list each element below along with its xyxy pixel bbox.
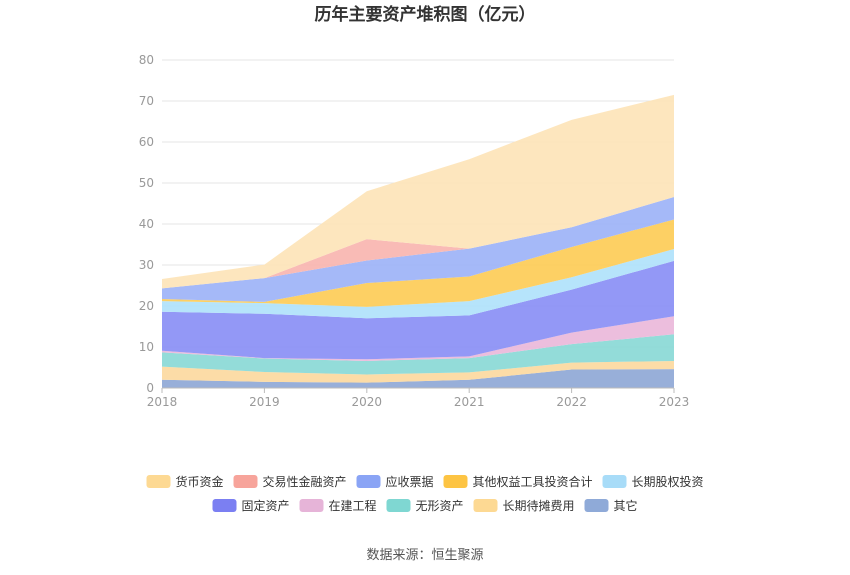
area-其它 bbox=[162, 369, 674, 388]
legend-label[interactable]: 应收票据 bbox=[385, 474, 433, 489]
legend-label[interactable]: 其他权益工具投资合计 bbox=[472, 474, 592, 489]
legend-swatch bbox=[386, 499, 411, 512]
area-固定资产 bbox=[162, 260, 674, 360]
y-tick-label: 20 bbox=[139, 299, 154, 313]
x-tick-label: 2020 bbox=[352, 395, 383, 409]
area-货币资金 bbox=[162, 94, 674, 289]
area-应收票据 bbox=[162, 196, 674, 302]
area-其他权益工具投资合计 bbox=[162, 219, 674, 307]
area-长期股权投资 bbox=[162, 249, 674, 319]
legend-label[interactable]: 交易性金融资产 bbox=[262, 474, 346, 489]
x-tick-label: 2022 bbox=[556, 395, 587, 409]
y-tick-label: 40 bbox=[139, 217, 154, 231]
chart-title: 历年主要资产堆积图（亿元） bbox=[315, 4, 536, 25]
legend-swatch bbox=[299, 499, 324, 512]
legend-swatch bbox=[584, 499, 609, 512]
legend-swatch bbox=[602, 475, 627, 488]
legend-swatch bbox=[473, 499, 498, 512]
legend-swatch bbox=[146, 475, 171, 488]
legend-swatch bbox=[356, 475, 381, 488]
legend-label[interactable]: 其它 bbox=[614, 498, 638, 513]
legend-label[interactable]: 固定资产 bbox=[241, 498, 289, 513]
x-tick-label: 2019 bbox=[249, 395, 280, 409]
legend-label[interactable]: 在建工程 bbox=[328, 498, 376, 513]
area-长期待摊费用 bbox=[162, 360, 674, 383]
y-tick-label: 60 bbox=[139, 135, 154, 149]
x-tick-label: 2021 bbox=[454, 395, 485, 409]
legend-label[interactable]: 长期股权投资 bbox=[632, 474, 704, 489]
area-无形资产 bbox=[162, 334, 674, 375]
legend-label[interactable]: 货币资金 bbox=[175, 474, 223, 489]
x-tick-label: 2018 bbox=[147, 395, 178, 409]
x-tick-label: 2023 bbox=[659, 395, 690, 409]
legend-label[interactable]: 长期待摊费用 bbox=[503, 499, 575, 513]
y-tick-label: 80 bbox=[139, 53, 154, 67]
legend-swatch bbox=[233, 475, 258, 488]
area-在建工程 bbox=[162, 316, 674, 361]
y-tick-label: 70 bbox=[139, 94, 154, 108]
legend-swatch bbox=[443, 475, 468, 488]
data-source-note: 数据来源：恒生聚源 bbox=[366, 548, 483, 563]
y-tick-label: 50 bbox=[139, 176, 154, 190]
area-series bbox=[162, 94, 674, 388]
y-tick-label: 10 bbox=[139, 340, 154, 354]
legend-swatch bbox=[212, 499, 237, 512]
legend-label[interactable]: 无形资产 bbox=[415, 499, 463, 513]
y-tick-label: 0 bbox=[146, 381, 154, 395]
axes: 0 10 20 30 40 50 60 70 80 2018 2019 2020 2021 2022 202… bbox=[139, 53, 690, 409]
y-tick-label: 30 bbox=[139, 258, 154, 272]
